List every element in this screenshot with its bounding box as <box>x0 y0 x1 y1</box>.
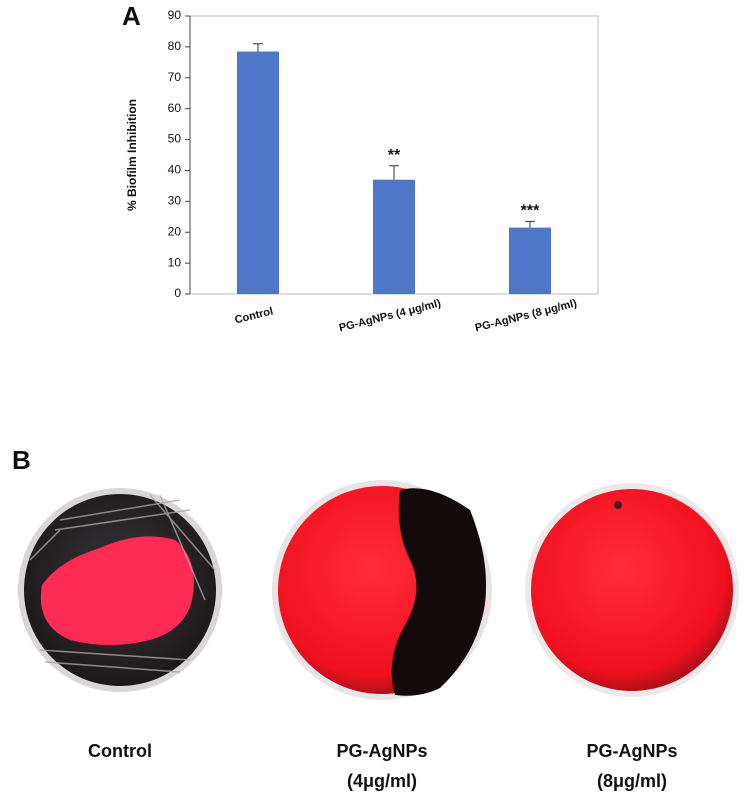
error-bar <box>253 43 263 52</box>
y-tick-label: 50 <box>168 132 182 146</box>
y-tick-label: 60 <box>168 101 182 115</box>
x-tick-label: Control <box>234 305 275 326</box>
plate-label: (8μg/ml) <box>597 771 667 791</box>
y-tick-label: 80 <box>168 39 182 53</box>
y-tick-label: 90 <box>168 8 182 22</box>
y-tick-label: 30 <box>168 194 182 208</box>
y-tick-label: 20 <box>168 224 182 238</box>
panel-label: A <box>122 1 141 31</box>
y-tick-label: 0 <box>174 286 181 300</box>
x-tick-label: PG-AgNPs (4 μg/ml) <box>338 297 443 334</box>
plate-label: Control <box>88 741 152 761</box>
significance-label: *** <box>521 203 540 220</box>
bar <box>373 179 415 294</box>
plate-photo <box>18 488 222 692</box>
error-bar <box>525 220 535 228</box>
plate-label: PG-AgNPs <box>336 741 427 761</box>
plate-labels: Control PG-AgNPs (4μg/ml) PG-AgNPs (8μg/ml) <box>88 741 678 791</box>
plate-label: PG-AgNPs <box>586 741 677 761</box>
y-tick-label: 10 <box>168 255 182 269</box>
panel-label: B <box>12 445 31 475</box>
y-tick-label: 40 <box>168 163 182 177</box>
error-bar <box>389 165 399 180</box>
y-axis-title: % Biofilm Inhibition <box>125 99 139 211</box>
y-tick-label: 70 <box>168 70 182 84</box>
bar-chart: 0 10 20 30 40 50 60 70 80 90 Control ** PG-AgNPs (4 … <box>168 8 579 334</box>
plate-label: (4μg/ml) <box>347 771 417 791</box>
bar <box>237 51 279 295</box>
plate-photo <box>272 480 492 700</box>
x-tick-label: PG-AgNPs (8 μg/ml) <box>474 297 579 334</box>
bar <box>509 227 551 294</box>
significance-label: ** <box>388 147 401 164</box>
plate-photo <box>525 483 739 697</box>
